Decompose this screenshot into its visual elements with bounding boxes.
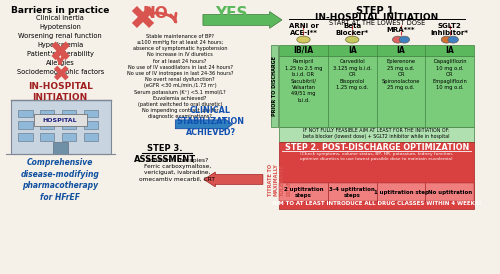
Text: STEP 1.: STEP 1. xyxy=(356,6,398,16)
Bar xyxy=(279,183,474,201)
FancyArrow shape xyxy=(176,118,233,131)
Text: IB/IA: IB/IA xyxy=(294,46,314,55)
Text: Worsening renal function: Worsening renal function xyxy=(18,33,102,39)
Ellipse shape xyxy=(448,36,458,43)
Text: Dapagliflozin
10 mg o.d.
OR
Empagliflozin
10 mg o.d.: Dapagliflozin 10 mg o.d. OR Empagliflozi… xyxy=(432,59,467,90)
Text: STEP 3.
ASSESSMENT: STEP 3. ASSESSMENT xyxy=(134,144,196,164)
Bar xyxy=(18,133,32,141)
Bar xyxy=(279,142,474,209)
Text: Comprehensive
disease-modifying
pharmacotherapy
for HFrEF: Comprehensive disease-modifying pharmaco… xyxy=(20,158,100,202)
Bar xyxy=(18,110,32,118)
Bar xyxy=(279,56,474,127)
Text: Eplerenone
25 mg o.d.
OR
Spironolactone
25 mg o.d.: Eplerenone 25 mg o.d. OR Spironolactone … xyxy=(382,59,420,90)
Text: Additional therapies?
Ferric carboxymaltose,
vericiguat, ivabradine,
omecamtiv m: Additional therapies? Ferric carboxymalt… xyxy=(140,158,215,181)
Text: (Check symptoms, volume status, BP, HR, potassium, kidney function,
optimize diu: (Check symptoms, volume status, BP, HR, … xyxy=(300,152,454,161)
Text: PRIOR TO DISCHARGE: PRIOR TO DISCHARGE xyxy=(272,56,277,116)
Text: ✖: ✖ xyxy=(128,4,156,36)
Text: IA: IA xyxy=(348,46,356,55)
Text: IN-HOSPITAL INITIATION: IN-HOSPITAL INITIATION xyxy=(315,13,438,22)
Ellipse shape xyxy=(392,36,403,43)
Text: STEP 2. POST-DISCHARGE OPTIMIZATION: STEP 2. POST-DISCHARGE OPTIMIZATION xyxy=(284,143,469,152)
Text: Ramipril
1.25 to 2.5 mg
b.i.d. OR
Sacubitril/
Valsartan
49/51 mg
b.i.d.: Ramipril 1.25 to 2.5 mg b.i.d. OR Sacubi… xyxy=(284,59,322,103)
Text: 1 uptitration step: 1 uptitration step xyxy=(374,190,428,195)
Text: HOSPITAL: HOSPITAL xyxy=(43,118,78,123)
Text: Beta
Blocker*: Beta Blocker* xyxy=(336,23,369,36)
Bar xyxy=(52,142,68,154)
Bar xyxy=(34,115,87,126)
Text: 3-4 uptitration
steps: 3-4 uptitration steps xyxy=(330,187,375,198)
Bar xyxy=(279,45,474,56)
Text: Barriers in practice: Barriers in practice xyxy=(11,6,110,15)
Text: Carvedilol
3.125 mg b.i.d.
OR
Bisoprolol
1.25 mg o.d.: Carvedilol 3.125 mg b.i.d. OR Bisoprolol… xyxy=(333,59,372,90)
Text: IF NOT FULLY FEASIBLE AIM AT LEAST FOR THE INITIATION OF:
beta blocker (lowest d: IF NOT FULLY FEASIBLE AIM AT LEAST FOR T… xyxy=(304,128,450,139)
Bar xyxy=(84,121,98,129)
Text: ✖: ✖ xyxy=(51,65,70,85)
Text: Sociodemographic factors: Sociodemographic factors xyxy=(16,69,104,75)
Bar xyxy=(40,133,54,141)
Ellipse shape xyxy=(399,36,409,43)
Text: ✖: ✖ xyxy=(48,38,72,66)
Bar xyxy=(62,133,76,141)
FancyArrow shape xyxy=(204,172,263,187)
Text: IA: IA xyxy=(396,46,406,55)
Text: MRA***: MRA*** xyxy=(387,27,416,33)
Ellipse shape xyxy=(346,36,359,43)
Text: No uptitration: No uptitration xyxy=(428,190,472,195)
Text: Allergies: Allergies xyxy=(46,60,74,66)
Text: Stable maintenance of BP?
≥100 mmHg for at least 24 hours;
absence of symptomati: Stable maintenance of BP? ≥100 mmHg for … xyxy=(127,34,234,119)
Bar xyxy=(62,110,76,118)
Text: START AT THE LOWEST DOSE: START AT THE LOWEST DOSE xyxy=(328,20,425,26)
Text: Patient's tolerability: Patient's tolerability xyxy=(26,51,94,57)
Ellipse shape xyxy=(297,36,310,43)
Bar xyxy=(62,121,76,129)
Text: Clinical inertia: Clinical inertia xyxy=(36,15,84,21)
Bar xyxy=(10,100,110,154)
Bar xyxy=(270,45,278,127)
FancyArrow shape xyxy=(203,12,282,28)
Ellipse shape xyxy=(442,36,452,43)
Bar xyxy=(84,110,98,118)
Bar xyxy=(84,133,98,141)
Text: Hyperkalemia: Hyperkalemia xyxy=(37,42,84,48)
Text: NO: NO xyxy=(142,6,168,21)
Bar xyxy=(40,121,54,129)
Text: Hypotension: Hypotension xyxy=(39,24,81,30)
Text: YES: YES xyxy=(215,6,248,21)
Text: TITRATE TO
MAXIMALLY
TOLERATED
DOSE: TITRATE TO MAXIMALLY TOLERATED DOSE xyxy=(268,163,291,196)
Bar xyxy=(279,127,474,142)
Text: SGLT2
inhibitor*: SGLT2 inhibitor* xyxy=(431,23,469,36)
Text: CLINICAL
STABILIZATION
ACHIEVED?: CLINICAL STABILIZATION ACHIEVED? xyxy=(176,106,244,137)
Bar xyxy=(18,121,32,129)
Text: ARNi or
ACE-I**: ARNi or ACE-I** xyxy=(288,23,318,36)
Text: IA: IA xyxy=(446,46,454,55)
Text: AIM TO AT LEAST INTRODUCE ALL DRUG CLASSES WITHIN 4 WEEKS!: AIM TO AT LEAST INTRODUCE ALL DRUG CLASS… xyxy=(272,201,482,206)
Text: 2 uptitration
steps: 2 uptitration steps xyxy=(284,187,323,198)
Text: IN-HOSPITAL
INITIATION: IN-HOSPITAL INITIATION xyxy=(28,82,92,102)
Bar xyxy=(40,110,54,118)
